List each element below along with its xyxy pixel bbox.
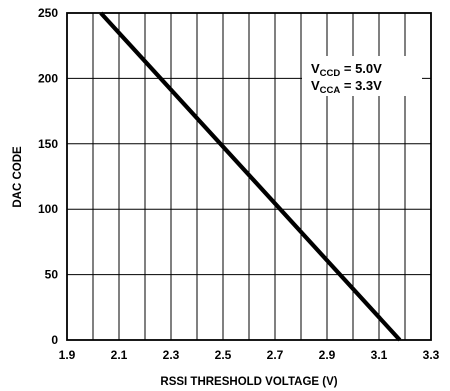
x-tick-label: 2.3 [163,348,180,362]
y-tick-label: 100 [38,202,58,216]
plot-frame [66,12,432,341]
series-layer [99,11,402,342]
x-tick-label: 2.9 [319,348,336,362]
x-tick-label: 3.3 [423,348,440,362]
annotation-vccd: VCCD = 5.0V [311,61,382,79]
y-tick-label: 150 [38,137,58,151]
y-axis-title: DAC CODE [12,146,24,208]
y-tick-labels: 0 50 100 150 200 250 [38,6,58,347]
y-tick-label: 200 [38,71,58,85]
x-tick-label: 2.5 [215,348,232,362]
y-tick-label: 50 [45,268,59,282]
annotation-vcca: VCCA = 3.3V [311,78,382,96]
annotation-background [302,56,422,96]
x-tick-label: 3.1 [371,348,388,362]
series-line-0 [99,11,402,342]
x-tick-label: 2.7 [267,348,284,362]
x-axis-title: RSSI THRESHOLD VOLTAGE (V) [160,376,337,388]
y-tick-label: 0 [51,333,58,347]
x-tick-label: 1.9 [59,348,76,362]
x-tick-labels: 1.9 2.1 2.3 2.5 2.7 2.9 3.1 3.3 [59,348,440,362]
y-tick-label: 250 [38,6,58,20]
x-tick-label: 2.1 [111,348,128,362]
